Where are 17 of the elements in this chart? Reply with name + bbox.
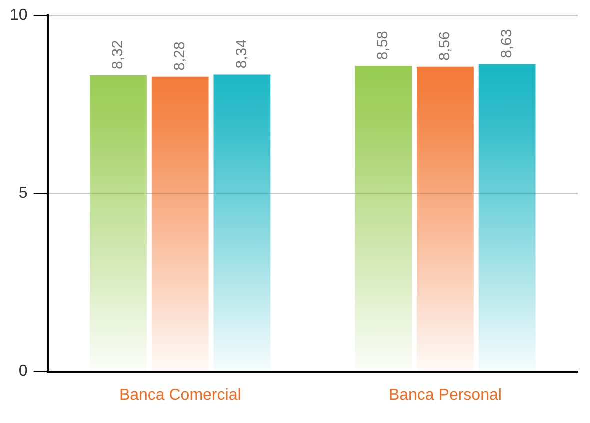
- bar: [416, 66, 474, 372]
- bar: [478, 64, 536, 372]
- y-tick-label: 5: [18, 185, 28, 202]
- bar: [152, 76, 209, 372]
- data-label: 8,63: [498, 29, 516, 58]
- data-label: 8,34: [233, 40, 250, 69]
- bar: [90, 75, 147, 372]
- bar: [214, 74, 271, 372]
- y-tick-label: 10: [10, 7, 28, 24]
- bar: [355, 66, 412, 372]
- y-tick-label: 0: [18, 363, 28, 380]
- x-tick-label: Banca Personal: [388, 386, 502, 404]
- x-tick-label: Banca Comercial: [119, 386, 242, 404]
- data-label: 8,58: [374, 30, 392, 60]
- data-label: 8,32: [110, 40, 127, 70]
- data-label: 8,28: [171, 42, 188, 71]
- data-label: 8,56: [436, 32, 454, 61]
